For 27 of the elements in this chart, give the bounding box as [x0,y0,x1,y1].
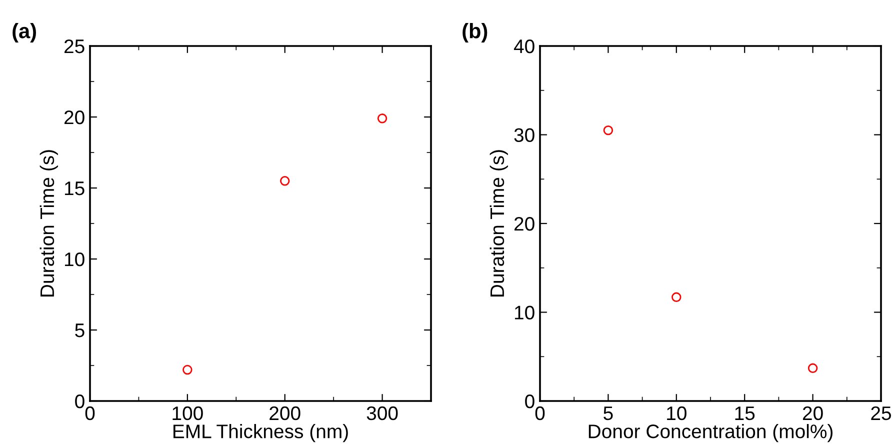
chart-title: (a) [12,23,36,42]
x-axis-title: EML Thickness (nm) [173,424,348,442]
x-tick-label: 20 [802,406,823,420]
chart-title: (b) [462,23,488,42]
y-tick-label: 0 [525,394,534,408]
x-tick-label: 200 [270,406,300,420]
x-tick-label: 10 [667,406,686,420]
x-tick-label: 100 [172,406,203,420]
y-tick-label: 25 [64,39,84,54]
y-tick-label: 0 [75,394,84,408]
x-tick-label: 0 [85,406,95,420]
y-tick-label: 15 [64,182,84,196]
y-tick-label: 20 [514,216,534,231]
y-axis-title: Duration Time (s) [40,150,58,296]
y-tick-label: 10 [514,306,534,320]
x-tick-label: 300 [366,406,398,420]
x-tick-label: 5 [604,406,613,420]
y-tick-label: 30 [514,128,534,142]
x-tick-label: 0 [535,406,545,420]
y-tick-label: 20 [64,110,84,124]
x-axis-title: Donor Concentration (mol%) [588,424,832,442]
y-tick-label: 10 [64,252,84,266]
y-tick-label: 40 [514,39,534,54]
x-tick-label: 25 [871,406,891,420]
x-tick-label: 15 [735,406,755,420]
y-axis-title: Duration Time (s) [490,150,508,296]
y-tick-label: 5 [75,324,84,338]
